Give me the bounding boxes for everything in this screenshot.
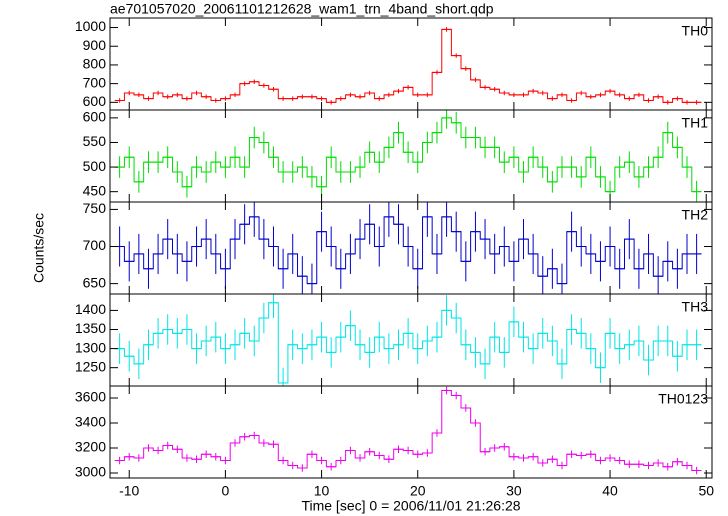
panel-label: TH3 [682, 299, 709, 315]
y-axis-label: Counts/sec [31, 213, 47, 283]
y-tick-label: 750 [83, 200, 107, 216]
y-tick-label: 1350 [75, 320, 106, 336]
y-tick-label: 700 [83, 237, 107, 253]
y-tick-label: 800 [83, 56, 107, 72]
y-tick-label: 1000 [75, 18, 106, 34]
y-tick-label: 3600 [75, 389, 106, 405]
x-tick-label: 40 [602, 483, 618, 499]
x-tick-label: -10 [119, 483, 139, 499]
y-tick-label: 1400 [75, 301, 106, 317]
panel-label: TH0123 [658, 391, 708, 407]
x-tick-label: 50 [698, 483, 714, 499]
panel [114, 27, 702, 105]
panel-frame [109, 17, 713, 111]
y-tick-label: 900 [83, 37, 107, 53]
y-tick-label: 700 [83, 74, 107, 90]
panel-label: TH2 [682, 207, 709, 223]
x-axis-label: Time [sec] 0 = 2006/11/01 21:26:28 [301, 498, 520, 514]
x-tick-label: 10 [314, 483, 330, 499]
y-tick-label: 450 [83, 182, 107, 198]
y-tick-label: 500 [83, 158, 107, 174]
x-tick-label: 20 [410, 483, 426, 499]
panel [114, 110, 702, 202]
chart-title: ae701057020_20061101212628_wam1_trn_4ban… [110, 1, 494, 17]
x-tick-label: 0 [222, 483, 230, 499]
panel-label: TH0 [682, 23, 709, 39]
y-tick-label: 3400 [75, 414, 106, 430]
panel-frame [109, 293, 713, 387]
panel-frame [109, 201, 713, 295]
panel [114, 386, 702, 475]
panel-frame [109, 385, 713, 479]
y-tick-label: 1300 [75, 339, 106, 355]
step-outline [114, 302, 702, 384]
panel [114, 294, 702, 386]
panel-frame [109, 109, 713, 203]
panel-label: TH1 [682, 115, 709, 131]
y-tick-label: 3200 [75, 439, 106, 455]
panel [114, 202, 702, 294]
y-tick-label: 650 [83, 274, 107, 290]
y-tick-label: 3000 [75, 464, 106, 480]
y-tick-label: 600 [83, 109, 107, 125]
y-tick-label: 550 [83, 133, 107, 149]
y-tick-label: 600 [83, 93, 107, 109]
x-tick-label: 30 [506, 483, 522, 499]
y-tick-label: 1250 [75, 358, 106, 374]
